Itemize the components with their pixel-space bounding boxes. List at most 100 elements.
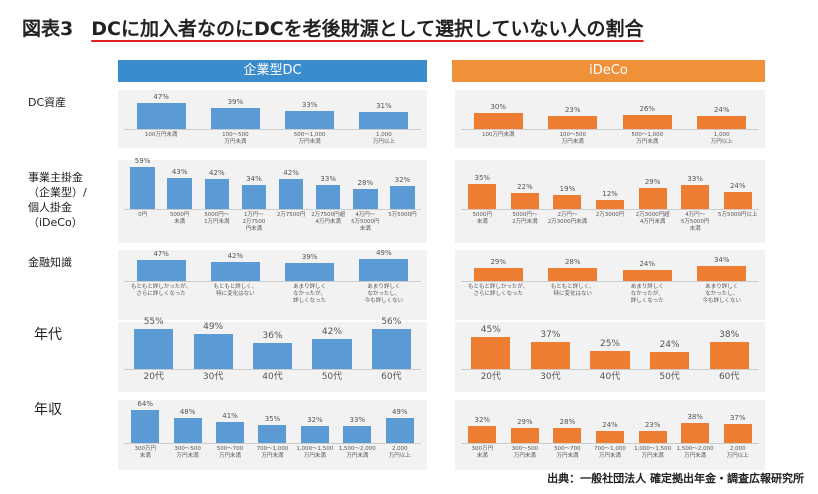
bar [595,430,625,443]
bar [553,195,582,209]
data-label: 28% [559,418,576,427]
bar-group: 42% [198,252,272,281]
data-label: 29% [644,178,661,187]
tick-label: 100～500 万円未満 [222,132,249,145]
bar [473,112,523,129]
tick-label: 2,000 万円以上 [388,446,411,459]
bar-group: 23% [536,106,611,129]
bar-group: 47% [124,250,198,281]
bar-group: 26% [610,105,685,129]
row-label-dc-assets: DC資産 [28,96,67,109]
bar [510,193,539,209]
bar [136,103,186,129]
tick-label: 50代 [659,372,680,382]
bars-area: 55% 49% 36% 42% 56% [124,317,421,370]
bars-area: 47% 39% 33% 31% [124,90,421,130]
tick-label: 2万3000円 [595,212,625,218]
data-label: 26% [639,104,656,113]
bar-group: 28% [546,418,589,443]
bars-area: 64% 48% 41% 35% 32% 33% 49% [124,400,421,444]
tick-label: 4万円～ 5万5000円 未満 [351,212,380,232]
bar [216,421,245,443]
bar [204,178,230,209]
data-label: 32% [474,416,491,425]
bars-area: 59% 43% 42% 34% 42% 33% 28% 32% [124,156,421,210]
bar-group: 64% [124,400,166,443]
category-axis: 100万円未満 100～500 万円未満 500～1,000 万円未満 1,000 万… [461,130,759,146]
ideco-chart-panel: 45% 37% 25% 24% 38% 20代 30代 40代 50代 60代 [455,322,765,392]
row-label-income: 年収 [34,402,62,418]
data-label: 38% [687,413,703,422]
data-label: 33% [349,415,366,424]
bar [723,191,752,209]
tick-label: 1,000～1,500 万円未満 [296,446,334,459]
tick-label: もともと詳しかったが、 さらに詳しくなった [131,284,192,297]
tick-label: 60代 [718,372,740,382]
bar [471,336,511,369]
bar-group: 28% [536,258,611,281]
bar-group: 36% [243,331,302,369]
data-label: 39% [301,253,318,262]
bar [530,342,571,369]
tick-label: 60代 [381,372,402,382]
bar-group: 48% [166,408,208,443]
bars-area: 29% 28% 24% 34% [461,250,759,282]
tick-label: 500～1,000 万円未満 [631,132,664,145]
tick-label: もともと詳しく、 特に変化はない [550,284,595,297]
tick-label: 300万円 未満 [134,446,156,459]
dc-chart-panel: 55% 49% 36% 42% 56% 20代 30代 40代 50代 60代 [118,317,427,392]
bar-group: 24% [640,340,700,369]
data-label: 24% [659,339,680,350]
bar-group: 31% [347,102,421,129]
tick-label: 20代 [480,372,502,382]
data-label: 33% [301,100,318,109]
data-label: 47% [153,249,169,258]
tick-label: 5000円 未満 [472,212,493,225]
tick-label: 5000円～ 1万円未満 [204,212,230,225]
data-label: 48% [179,408,196,417]
bars-area: 47% 42% 39% 49% [124,249,421,282]
data-label: 35% [264,414,281,423]
bar-group: 35% [251,415,293,443]
data-label: 59% [134,156,151,165]
data-label: 35% [474,173,491,182]
bar [285,110,335,129]
bar [548,116,598,129]
tick-label: 2万7500円 [276,212,306,218]
data-label: 56% [381,316,402,327]
header-dc: 企業型DC [118,60,427,82]
tick-label: 4万円～ 5万5000円 未満 [680,212,710,232]
bar-group: 42% [273,169,310,209]
tick-label: 40代 [599,372,621,382]
bar [681,423,710,443]
tick-label: 300万円 未満 [471,446,494,459]
ideco-chart-panel: 35% 22% 19% 12% 29% 33% 24% 5000円 未満 5000円～ 2万円未… [455,160,765,243]
bar [167,178,192,209]
row-label-contribution: 事業主掛金 （企業型）/ 個人掛金 （iDeCo） [28,171,87,229]
bars-area: 45% 37% 25% 24% 38% [461,322,759,370]
bar-group: 39% [198,98,272,129]
bar-group: 42% [198,169,235,209]
tick-label: 1,000 万円以上 [372,132,395,145]
bar [473,267,523,281]
data-label: 47% [153,93,169,102]
data-label: 49% [391,407,408,416]
bar-group: 30% [461,103,536,129]
bar [590,351,630,369]
bar-group: 38% [699,330,759,369]
bar-group: 32% [294,416,336,443]
bar-group: 32% [461,416,504,443]
tick-label: 1,000 万円以上 [710,132,733,145]
tick-label: 1,500～2,000 万円未満 [338,446,376,459]
bar [510,427,539,443]
bar [252,343,293,369]
data-label: 42% [283,168,299,177]
tick-label: 1,000～1,500 万円未満 [634,446,672,459]
bar-group: 29% [631,178,674,209]
data-label: 39% [227,97,244,106]
bar-group: 37% [716,414,759,443]
bar-group: 56% [362,317,421,369]
bar-group: 49% [379,408,421,443]
bar-group: 34% [685,256,760,281]
bar [595,200,625,209]
